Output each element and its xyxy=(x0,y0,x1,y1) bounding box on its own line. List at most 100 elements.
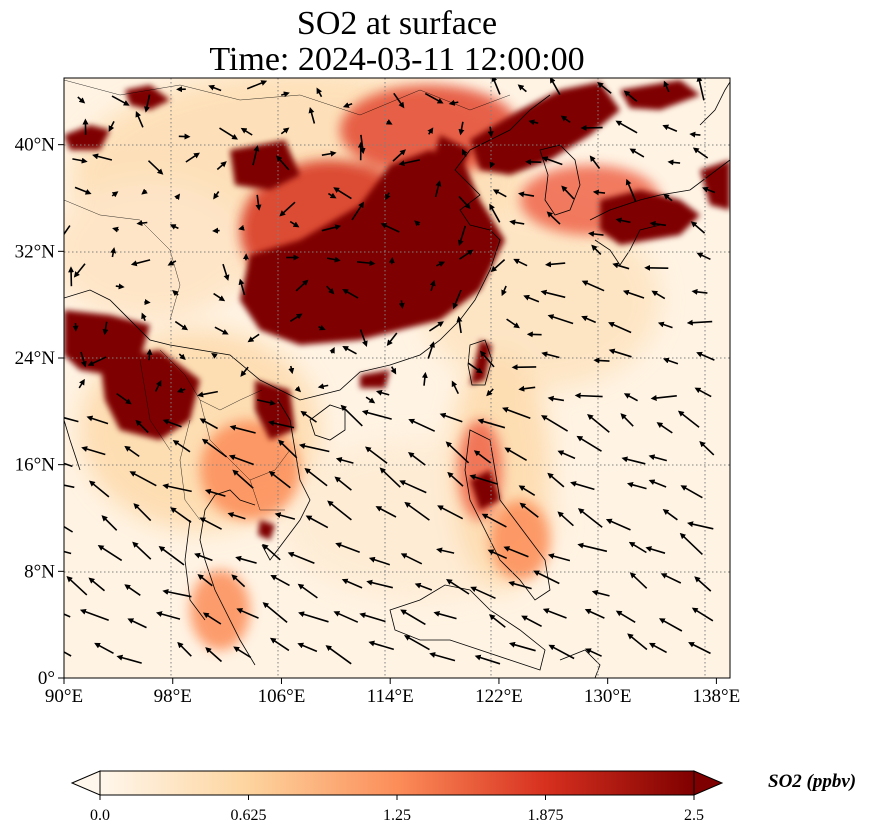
wind-arrow xyxy=(451,380,460,395)
wind-arrow xyxy=(541,156,563,166)
wind-arrow xyxy=(540,415,569,432)
wind-arrow xyxy=(341,578,363,589)
wind-arrow xyxy=(154,380,162,392)
wind-arrow xyxy=(227,512,246,520)
map-frame xyxy=(63,77,731,679)
wind-arrow xyxy=(228,454,254,466)
wind-arrow xyxy=(577,508,603,528)
wind-arrow xyxy=(321,150,337,157)
wind-arrow xyxy=(547,553,571,562)
wind-arrow xyxy=(628,541,647,554)
wind-arrow xyxy=(691,288,708,295)
wind-arrow xyxy=(547,314,574,325)
wind-arrow xyxy=(546,211,561,225)
wind-arrow xyxy=(506,318,520,329)
wind-arrow xyxy=(108,121,115,132)
wind-arrow xyxy=(97,545,123,562)
wind-arrow xyxy=(625,178,637,203)
wind-arrow xyxy=(268,470,291,489)
wind-arrow xyxy=(64,651,72,657)
wind-arrow xyxy=(696,252,711,261)
wind-arrow xyxy=(687,521,714,530)
wind-arrow xyxy=(403,635,430,651)
wind-arrow xyxy=(240,127,253,136)
wind-arrow xyxy=(548,644,575,660)
wind-arrow xyxy=(608,348,632,358)
wind-arrow xyxy=(470,586,496,600)
wind-arrow xyxy=(289,220,300,228)
lon-tick-label: 114°E xyxy=(367,686,414,707)
wind-arrow xyxy=(129,471,157,487)
wind-arrow xyxy=(414,220,421,227)
wind-arrow xyxy=(257,399,277,406)
wind-arrow xyxy=(88,480,110,498)
wind-arrow xyxy=(300,410,317,423)
wind-arrow xyxy=(591,244,602,255)
wind-arrow xyxy=(439,412,463,423)
wind-arrow xyxy=(297,583,318,599)
colorbar-tick-label: 2.5 xyxy=(684,807,704,824)
wind-arrow xyxy=(287,551,315,565)
wind-arrow xyxy=(489,203,501,223)
wind-arrow xyxy=(385,192,391,201)
wind-arrow xyxy=(388,256,395,265)
wind-arrow xyxy=(238,278,246,296)
wind-arrow xyxy=(662,124,678,132)
wind-arrow xyxy=(135,419,149,434)
wind-arrow xyxy=(629,572,648,589)
wind-arrow xyxy=(102,321,109,336)
lat-tick-label: 32°N xyxy=(15,241,56,262)
wind-arrow xyxy=(446,579,470,595)
wind-arrow xyxy=(356,260,376,267)
wind-arrow xyxy=(489,161,496,169)
wind-arrow xyxy=(577,542,608,553)
wind-arrow xyxy=(584,608,605,619)
wind-arrow xyxy=(404,501,430,521)
wind-arrow xyxy=(130,259,151,267)
wind-arrow xyxy=(623,90,638,103)
wind-arrow xyxy=(329,347,335,354)
colorbar-tick-label: 1.875 xyxy=(528,807,564,824)
wind-arrow xyxy=(365,396,376,404)
wind-arrow xyxy=(699,441,715,456)
wind-arrow xyxy=(74,186,92,195)
wind-arrow xyxy=(398,300,405,309)
lat-tick-label: 24°N xyxy=(15,348,56,369)
wind-arrow xyxy=(280,127,290,135)
wind-arrow xyxy=(238,224,245,231)
wind-arrow xyxy=(64,525,74,533)
wind-arrow xyxy=(662,357,679,365)
wind-arrow xyxy=(278,439,298,459)
wind-arrow xyxy=(612,262,630,270)
wind-arrow xyxy=(88,577,106,592)
wind-arrow xyxy=(262,543,281,561)
wind-arrow xyxy=(112,226,119,233)
wind-arrow xyxy=(702,186,716,194)
wind-arrow xyxy=(333,187,352,200)
so2-field xyxy=(64,78,730,678)
wind-arrow xyxy=(502,407,531,420)
wind-arrow xyxy=(167,260,177,266)
wind-arrow xyxy=(581,315,597,324)
wind-arrow xyxy=(368,556,391,566)
wind-arrow xyxy=(656,422,673,434)
wind-arrow xyxy=(541,351,560,359)
wind-arrow xyxy=(172,290,179,297)
wind-arrow xyxy=(92,153,113,161)
wind-arrow xyxy=(533,570,560,585)
wind-arrow xyxy=(428,321,444,332)
wind-arrow xyxy=(557,450,576,460)
wind-arrow xyxy=(359,329,368,347)
wind-arrow xyxy=(392,149,406,162)
wind-arrow xyxy=(458,249,474,260)
wind-arrow xyxy=(620,413,634,427)
wind-arrow xyxy=(447,471,464,487)
wind-arrow xyxy=(333,611,359,623)
wind-arrow xyxy=(174,193,181,201)
wind-arrow xyxy=(400,553,423,565)
wind-arrow xyxy=(94,642,114,655)
map-title-line1: SO2 at surface xyxy=(296,5,498,42)
colorbar-tick-label: 0.625 xyxy=(231,807,267,824)
wind-arrow xyxy=(509,219,525,226)
